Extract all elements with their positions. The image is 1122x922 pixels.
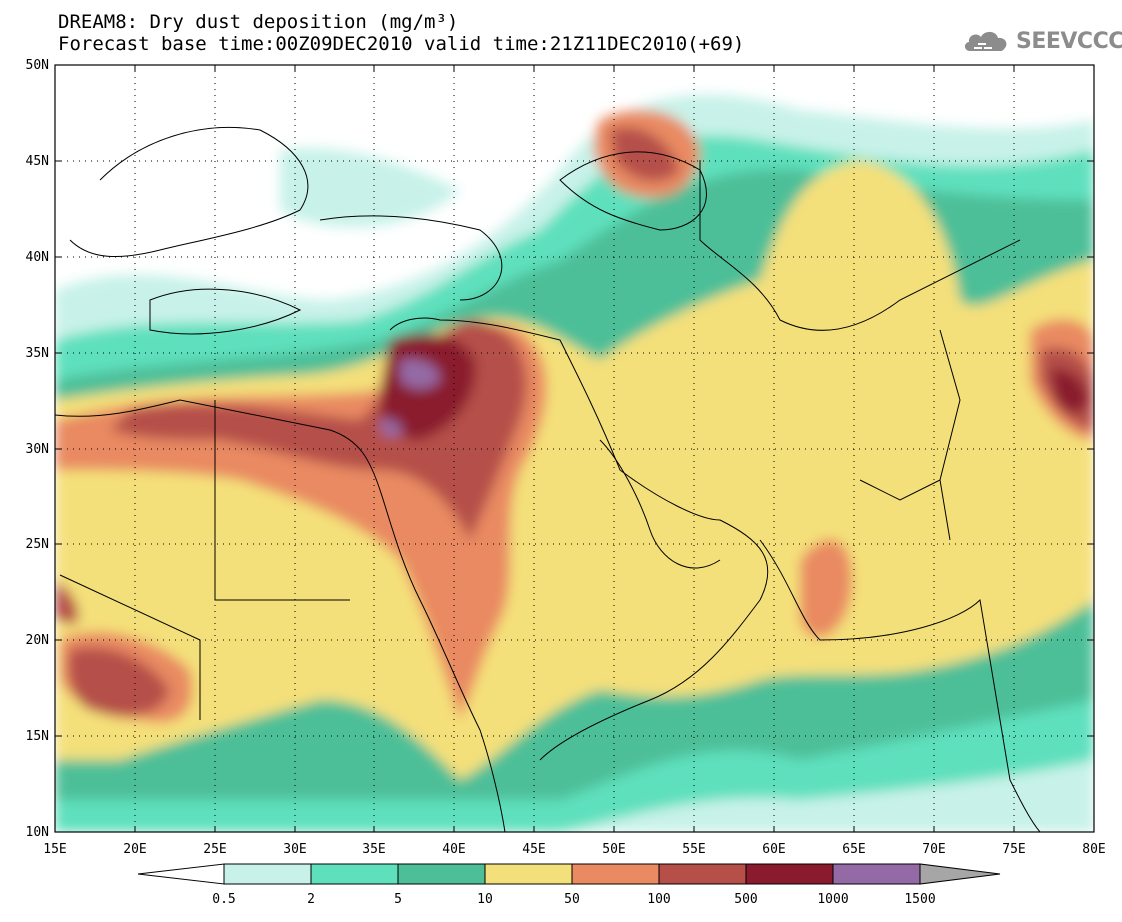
x-tick-label: 50E: [602, 842, 625, 857]
logo-text: SEEVCCC: [1016, 28, 1122, 54]
dust-deposition-field: [55, 65, 1094, 832]
x-tick-label: 40E: [442, 842, 465, 857]
colorbar-label: 1500: [904, 892, 935, 907]
colorbar-label: 0.5: [212, 892, 235, 907]
colorbar-swatch: [832, 863, 921, 885]
y-tick-label: 20N: [26, 633, 49, 648]
colorbar-swatch: [571, 863, 660, 885]
x-tick-label: 30E: [283, 842, 306, 857]
colorbar-label: 5: [394, 892, 402, 907]
x-tick-label: 65E: [842, 842, 865, 857]
y-tick-label: 25N: [26, 537, 49, 552]
colorbar-swatch: [745, 863, 834, 885]
colorbar-label: 500: [734, 892, 757, 907]
colorbar-swatch: [658, 863, 747, 885]
colorbar-overflow-triangle: [919, 863, 1001, 885]
y-tick-label: 40N: [26, 250, 49, 265]
y-tick-label: 10N: [26, 825, 49, 840]
x-tick-label: 75E: [1002, 842, 1025, 857]
x-tick-label: 80E: [1082, 842, 1105, 857]
x-tick-label: 15E: [43, 842, 66, 857]
x-tick-label: 60E: [762, 842, 785, 857]
y-axis: 10N 15N 20N 25N 30N 35N 40N 45N 50N: [26, 58, 49, 840]
x-tick-label: 35E: [362, 842, 385, 857]
y-tick-label: 45N: [26, 154, 49, 169]
x-tick-label: 25E: [203, 842, 226, 857]
y-tick-label: 30N: [26, 442, 49, 457]
map-title: DREAM8: Dry dust deposition (mg/m³): [58, 11, 459, 33]
colorbar-swatch: [310, 863, 399, 885]
seevccc-logo: SEEVCCC: [962, 26, 1122, 56]
cloud-icon: [964, 31, 1007, 51]
colorbar-label: 100: [647, 892, 670, 907]
y-tick-label: 35N: [26, 346, 49, 361]
colorbar-label: 1000: [817, 892, 848, 907]
colorbar-label: 10: [477, 892, 493, 907]
x-axis: 15E 20E 25E 30E 35E 40E 45E 50E 55E 60E …: [43, 842, 1105, 857]
colorbar-swatch: [223, 863, 312, 885]
colorbar-underflow-triangle: [137, 863, 225, 885]
x-tick-label: 70E: [922, 842, 945, 857]
colorbar-label: 2: [307, 892, 315, 907]
colorbar-swatch: [397, 863, 486, 885]
x-tick-label: 45E: [522, 842, 545, 857]
x-tick-label: 55E: [682, 842, 705, 857]
x-tick-label: 20E: [123, 842, 146, 857]
colorbar: 0.5 2 5 10 50 100 500 1000 1500: [137, 863, 1001, 907]
colorbar-label: 50: [564, 892, 580, 907]
y-tick-label: 50N: [26, 58, 49, 73]
map-subtitle: Forecast base time:00Z09DEC2010 valid ti…: [58, 33, 745, 55]
colorbar-swatch: [484, 863, 573, 885]
y-tick-label: 15N: [26, 729, 49, 744]
